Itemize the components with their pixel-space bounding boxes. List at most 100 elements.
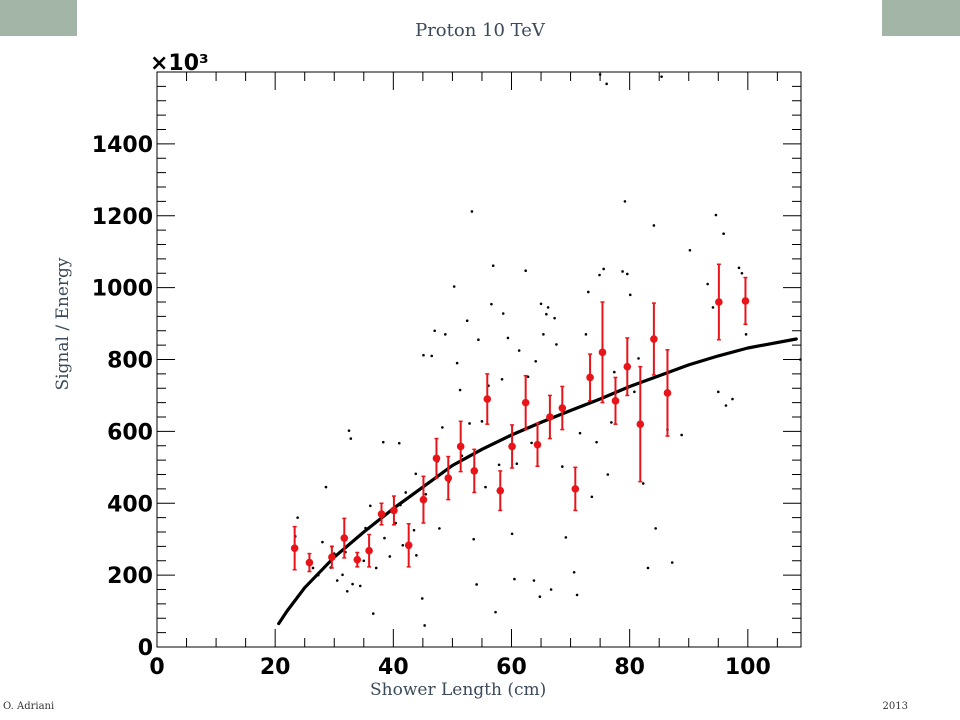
profile-point bbox=[470, 467, 479, 475]
scatter-point bbox=[553, 316, 556, 320]
corner-decoration-left bbox=[0, 0, 77, 36]
scatter-point bbox=[465, 319, 469, 322]
chart-title: Proton 10 TeV bbox=[415, 20, 545, 41]
profile-point bbox=[533, 440, 542, 449]
scatter-point bbox=[362, 559, 366, 563]
y-tick-label: 400 bbox=[107, 492, 153, 517]
profile-point bbox=[365, 546, 373, 555]
scatter-point bbox=[335, 579, 339, 582]
scatter-point bbox=[311, 566, 315, 570]
profile-point bbox=[419, 495, 428, 504]
scatter-point bbox=[716, 390, 720, 394]
scatter-point bbox=[578, 431, 582, 435]
profile-point bbox=[663, 389, 672, 397]
profile-point bbox=[741, 297, 750, 305]
scatter-point bbox=[646, 566, 650, 570]
profile-point bbox=[571, 485, 580, 493]
scatter-point bbox=[637, 357, 640, 360]
corner-decoration-right bbox=[882, 0, 960, 36]
profile-point bbox=[598, 348, 607, 357]
profile-point bbox=[390, 506, 398, 515]
profile-point bbox=[340, 534, 349, 542]
profile-point bbox=[496, 486, 505, 495]
scatter-point bbox=[532, 579, 536, 582]
scatter-point bbox=[515, 462, 519, 466]
scatter-point bbox=[641, 482, 645, 485]
scatter-point bbox=[388, 555, 392, 558]
scatter-point bbox=[371, 612, 375, 615]
scatter-point bbox=[744, 333, 748, 336]
profile-point bbox=[715, 298, 723, 306]
scatter-point bbox=[412, 528, 416, 532]
footer-author: O. Adriani bbox=[3, 701, 55, 712]
scatter-point bbox=[623, 200, 627, 203]
scatter-point bbox=[545, 312, 548, 316]
scatter-point bbox=[711, 306, 715, 309]
scatter-point bbox=[587, 290, 590, 294]
scatter-point bbox=[349, 437, 353, 440]
y-axis-multiplier: ×10³ bbox=[150, 51, 209, 76]
scatter-point bbox=[590, 495, 594, 499]
scatter-point bbox=[524, 269, 527, 273]
scatter-point bbox=[714, 213, 718, 217]
scatter-point bbox=[510, 532, 514, 536]
scatter-point bbox=[438, 527, 441, 530]
scatter-point bbox=[633, 390, 636, 394]
scatter-point bbox=[500, 377, 504, 381]
y-tick-label: 0 bbox=[138, 636, 153, 661]
profile-point bbox=[456, 442, 465, 451]
scatter-point bbox=[572, 570, 576, 574]
scatter-point bbox=[534, 359, 538, 363]
scatter-point bbox=[564, 536, 568, 539]
scatter-point bbox=[595, 440, 598, 444]
scatter-point bbox=[494, 610, 497, 614]
profile-point bbox=[521, 398, 530, 407]
x-tick-label: 60 bbox=[496, 655, 527, 680]
scatter-point bbox=[404, 491, 408, 494]
footer-year: 2013 bbox=[882, 701, 908, 712]
profile-point bbox=[432, 454, 441, 463]
scatter-point bbox=[433, 329, 436, 333]
profile-point bbox=[508, 442, 516, 451]
scatter-point bbox=[740, 271, 744, 275]
scatter-point bbox=[530, 441, 533, 445]
scatter-point bbox=[452, 285, 456, 288]
y-tick-label: 200 bbox=[107, 564, 153, 589]
y-tick-label: 1400 bbox=[92, 133, 153, 158]
scatter-point bbox=[345, 589, 349, 593]
scatter-point bbox=[621, 270, 624, 273]
profile-point bbox=[611, 397, 620, 405]
profile-point bbox=[290, 544, 299, 552]
scatter-point bbox=[424, 492, 428, 496]
scatter-point bbox=[324, 485, 328, 489]
scatter-point bbox=[477, 338, 480, 342]
scatter-point bbox=[538, 595, 542, 598]
scatter-point bbox=[381, 440, 385, 444]
profile-point bbox=[353, 555, 362, 564]
scatter-point bbox=[383, 536, 386, 540]
scatter-point bbox=[423, 624, 426, 627]
scatter-point bbox=[724, 404, 728, 407]
scatter-point bbox=[680, 433, 683, 437]
profile-point bbox=[483, 395, 492, 403]
scatter-point bbox=[542, 333, 545, 336]
profile-point bbox=[328, 553, 336, 561]
scatter-point bbox=[501, 312, 505, 315]
scatter-point bbox=[472, 537, 475, 541]
scatter-point bbox=[368, 504, 372, 508]
scatter-point bbox=[374, 566, 378, 570]
scatter-point bbox=[737, 266, 741, 270]
scatter-point bbox=[430, 354, 434, 358]
scatter-point bbox=[546, 306, 550, 309]
scatter-point bbox=[561, 465, 564, 468]
y-tick-label: 600 bbox=[107, 420, 153, 445]
scatter-point bbox=[441, 426, 444, 429]
profile-point bbox=[404, 541, 413, 550]
scatter-point bbox=[628, 293, 632, 297]
scatter-point bbox=[549, 588, 553, 591]
scatter-point bbox=[555, 343, 558, 346]
scatter-point bbox=[497, 463, 501, 467]
scatter-point bbox=[420, 597, 424, 600]
scatter-point bbox=[401, 543, 405, 547]
